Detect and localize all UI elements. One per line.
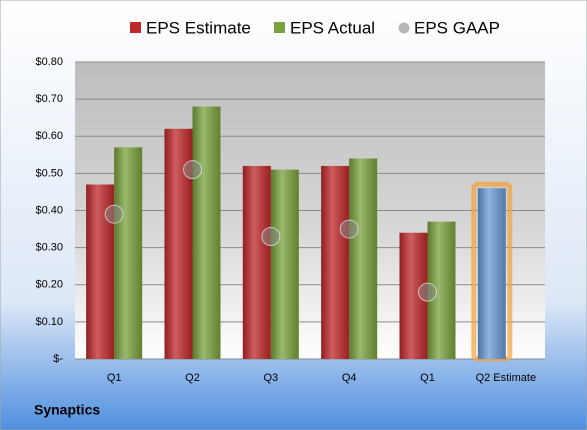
bar-shine	[192, 106, 221, 359]
chart-title: Synaptics	[34, 402, 100, 418]
gaap-bubble	[261, 226, 281, 246]
gaap-bubble	[183, 160, 202, 180]
x-tick-label: Q1	[420, 372, 435, 384]
y-tick-label: $0.80	[35, 56, 63, 68]
gaap-bubble	[104, 204, 124, 224]
legend-marker	[397, 21, 411, 35]
y-tick-label: $0.30	[35, 242, 63, 254]
legend-marker	[274, 22, 285, 33]
gaap-bubble	[339, 219, 359, 239]
x-tick-label: Q2	[185, 372, 200, 384]
y-tick-label: $0.10	[35, 316, 63, 328]
legend-label: EPS GAAP	[414, 18, 500, 37]
y-tick-label: $0.20	[35, 279, 63, 291]
legend-marker	[130, 22, 141, 33]
legend-label: EPS Estimate	[146, 18, 251, 37]
bar-shine	[321, 165, 350, 359]
y-tick-label: $0.40	[35, 204, 63, 216]
x-tick-label: Q3	[263, 372, 278, 384]
y-tick-label: $-	[53, 353, 63, 365]
bar-shine	[349, 158, 378, 359]
y-tick-label: $0.70	[35, 93, 63, 105]
bar-shine	[114, 147, 143, 359]
y-tick-label: $0.50	[35, 167, 63, 179]
legend-label: EPS Actual	[290, 18, 375, 37]
bar-shine	[477, 188, 506, 359]
gaap-bubble	[418, 282, 437, 302]
bar-shine	[242, 165, 271, 359]
x-tick-label: Q2 Estimate	[476, 372, 537, 384]
x-tick-label: Q4	[342, 372, 357, 384]
x-tick-label: Q1	[107, 372, 122, 384]
y-tick-label: $0.60	[35, 130, 63, 142]
bar-shine	[270, 169, 299, 359]
